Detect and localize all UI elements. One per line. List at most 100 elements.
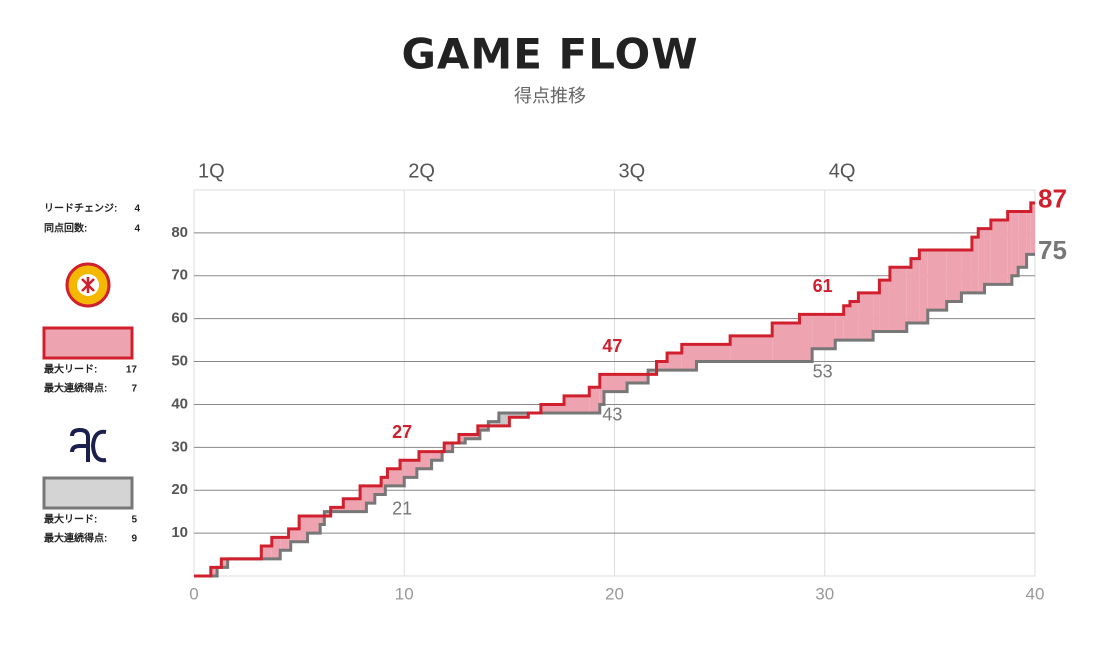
lead-fill xyxy=(479,425,489,431)
lead-fill xyxy=(458,434,466,444)
final-score: 75 xyxy=(1038,235,1067,265)
lead-fill xyxy=(656,361,668,371)
stat-label: リードチェンジ: xyxy=(44,203,117,215)
stat-label: 最大連続得点: xyxy=(44,532,107,545)
lead-fill xyxy=(324,511,331,516)
lead-fill xyxy=(889,267,907,332)
lead-fill xyxy=(387,468,401,486)
chart-title: GAME FLOW xyxy=(401,30,698,79)
lead-fill xyxy=(540,404,565,414)
y-tick-label: 70 xyxy=(171,267,188,284)
lead-fill xyxy=(381,477,386,495)
legend-swatch xyxy=(42,326,134,360)
lead-fill xyxy=(990,220,1008,285)
lead-fill xyxy=(366,485,375,504)
y-tick-label: 80 xyxy=(171,224,188,241)
chart-subtitle: 得点推移 xyxy=(514,86,586,106)
lead-fill xyxy=(906,267,911,323)
score-label: 27 xyxy=(392,422,412,442)
lead-fill xyxy=(404,460,417,478)
score-label: 47 xyxy=(602,336,622,356)
lead-fill xyxy=(488,421,499,426)
lead-fill xyxy=(946,250,962,302)
score-label: 21 xyxy=(392,499,412,519)
lead-fill xyxy=(910,258,920,323)
stat-label: 最大連続得点: xyxy=(44,382,107,395)
lead-fill xyxy=(498,413,510,426)
lead-fill xyxy=(261,545,272,559)
lead-fill xyxy=(564,395,590,414)
y-tick-label: 50 xyxy=(171,353,188,370)
lead-fill xyxy=(400,460,405,486)
period-label: 2Q xyxy=(408,160,435,182)
lead-fill xyxy=(873,292,880,332)
y-tick-label: 20 xyxy=(171,481,188,498)
lead-fill xyxy=(648,370,657,375)
lead-fill xyxy=(667,352,682,371)
lead-fill xyxy=(961,250,972,293)
lead-fill xyxy=(1018,211,1027,268)
lead-fill xyxy=(603,374,628,392)
lead-fill xyxy=(385,477,388,486)
lead-fill xyxy=(971,237,979,293)
lead-fill xyxy=(509,413,529,418)
lead-fill xyxy=(843,305,850,341)
lead-fill xyxy=(799,314,813,362)
lead-fill xyxy=(919,250,928,323)
lead-fill xyxy=(271,537,281,559)
x-tick-label: 0 xyxy=(189,584,198,603)
period-label: 4Q xyxy=(829,160,856,182)
lead-fill xyxy=(627,374,649,383)
x-tick-label: 30 xyxy=(815,584,834,603)
lead-fill xyxy=(681,344,697,371)
lead-fill xyxy=(320,515,325,525)
lead-fill xyxy=(849,301,859,341)
stat-value: 4 xyxy=(134,204,140,215)
lead-fill xyxy=(984,228,991,285)
lead-fill xyxy=(307,515,321,534)
stat-value: 17 xyxy=(126,365,138,376)
lead-fill xyxy=(280,537,289,551)
lead-fill xyxy=(1026,211,1031,255)
x-tick-label: 10 xyxy=(395,584,414,603)
score-label: 53 xyxy=(813,361,833,381)
lead-fill xyxy=(221,558,228,568)
lead-fill xyxy=(879,280,890,332)
y-tick-label: 40 xyxy=(171,395,188,412)
home-logo xyxy=(65,262,111,308)
lead-fill xyxy=(465,434,478,439)
score-label: 43 xyxy=(602,404,622,424)
lead-fill xyxy=(599,374,604,405)
legend-swatch xyxy=(42,476,134,510)
stat-value: 7 xyxy=(131,384,137,395)
x-tick-label: 20 xyxy=(605,584,624,603)
final-score: 87 xyxy=(1038,184,1067,214)
lead-fill xyxy=(330,507,344,512)
stat-value: 9 xyxy=(131,534,137,545)
y-tick-label: 60 xyxy=(171,310,188,327)
lead-fill xyxy=(772,322,800,362)
lead-fill xyxy=(374,485,382,495)
score-label: 61 xyxy=(813,276,833,296)
lead-fill xyxy=(1011,211,1019,276)
lead-fill xyxy=(978,228,985,293)
y-tick-label: 30 xyxy=(171,438,188,455)
lead-fill xyxy=(835,314,844,341)
stat-value: 4 xyxy=(134,224,140,235)
lead-fill xyxy=(444,443,453,452)
period-label: 3Q xyxy=(619,160,646,182)
stat-value: 5 xyxy=(131,515,137,526)
lead-fill xyxy=(299,515,308,542)
step-line xyxy=(194,201,1035,578)
lead-fill xyxy=(927,250,947,311)
x-tick-label: 40 xyxy=(1026,584,1045,603)
lead-fill xyxy=(696,344,731,362)
stat-label: 最大リード: xyxy=(44,513,97,526)
lead-fill xyxy=(343,498,361,512)
lead-fill xyxy=(416,460,419,469)
stat-label: 同点回数: xyxy=(44,222,87,235)
lead-fill xyxy=(418,451,432,469)
lead-fill xyxy=(431,451,443,461)
lead-fill xyxy=(288,528,291,551)
